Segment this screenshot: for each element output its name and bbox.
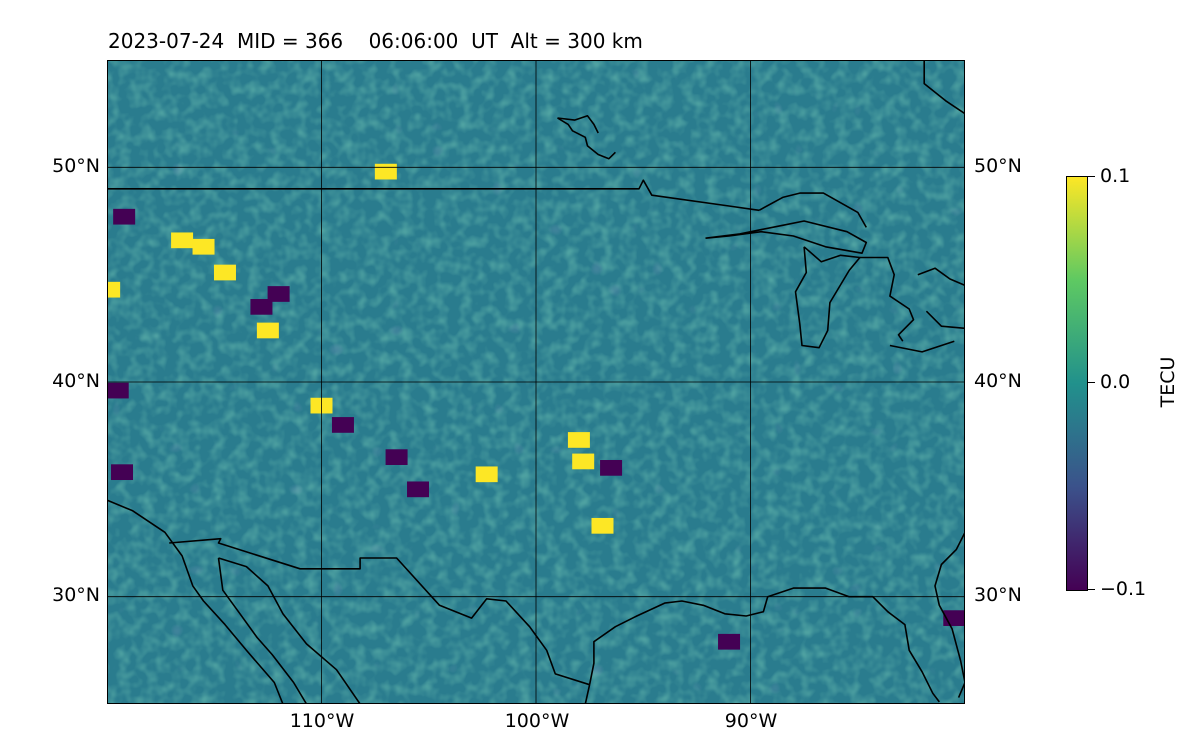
positive-anomaly xyxy=(374,163,397,180)
positive-anomaly xyxy=(213,264,236,281)
us-canada-border xyxy=(107,179,760,212)
pacific-coast xyxy=(107,499,284,704)
lake-superior xyxy=(705,220,868,254)
negative-anomaly xyxy=(718,633,741,650)
atlantic-coast xyxy=(934,531,965,698)
positive-anomaly xyxy=(256,322,279,339)
colorbar-tick-min xyxy=(1087,589,1095,590)
lon-label-100w: 100°W xyxy=(504,710,570,732)
lat-label-left-40: 40°N xyxy=(52,370,100,392)
positive-anomaly xyxy=(567,432,590,448)
lake-huron-shore xyxy=(917,267,965,287)
positive-anomaly xyxy=(591,517,614,534)
lat-label-right-50: 50°N xyxy=(974,155,1022,177)
tec-map-panel xyxy=(107,60,965,704)
positive-anomaly xyxy=(192,238,215,255)
michigan-east-shore xyxy=(859,256,915,342)
negative-anomaly xyxy=(111,464,134,481)
gulf-of-california-west xyxy=(217,557,308,704)
negative-anomaly xyxy=(107,382,129,399)
lat-label-right-40: 40°N xyxy=(974,370,1022,392)
coastlines-borders xyxy=(107,60,965,704)
colorbar-label-max: 0.1 xyxy=(1100,165,1131,187)
colorbar xyxy=(1066,176,1088,591)
negative-anomaly xyxy=(267,286,290,302)
lat-label-left-50: 50°N xyxy=(52,155,100,177)
lake-winnipeg-shore xyxy=(557,114,599,134)
positive-anomaly xyxy=(107,281,121,298)
gulf-coast xyxy=(588,587,940,703)
map-title: 2023-07-24 MID = 366 06:06:00 UT Alt = 3… xyxy=(108,29,643,53)
colorbar-label-zero: 0.0 xyxy=(1100,371,1131,393)
anomaly-layer xyxy=(107,163,965,650)
positive-anomaly xyxy=(171,232,194,249)
colorbar-tick-max xyxy=(1087,176,1095,177)
negative-anomaly xyxy=(600,460,623,476)
lon-label-110w: 110°W xyxy=(289,710,355,732)
negative-anomaly xyxy=(331,417,354,433)
negative-anomaly xyxy=(113,208,136,225)
lake-erie-south-shore xyxy=(889,340,955,353)
negative-anomaly xyxy=(407,481,430,498)
negative-anomaly xyxy=(250,299,273,315)
us-mexico-border xyxy=(169,537,590,686)
gulf-coast-mexico xyxy=(584,684,591,704)
positive-anomaly xyxy=(572,453,595,470)
lat-label-right-30: 30°N xyxy=(974,584,1022,606)
colorbar-label-min: −0.1 xyxy=(1100,578,1147,600)
gulf-of-california-east xyxy=(218,557,361,704)
tec-map xyxy=(107,60,965,704)
lake-michigan xyxy=(794,246,861,349)
negative-anomaly xyxy=(385,449,408,465)
lake-erie-north-shore xyxy=(925,310,965,330)
colorbar-tick-zero xyxy=(1087,382,1095,383)
lat-label-left-30: 30°N xyxy=(52,584,100,606)
gridlines xyxy=(107,60,965,704)
hudson-bay-coast xyxy=(923,60,965,115)
positive-anomaly xyxy=(475,466,498,483)
lon-label-90w: 90°W xyxy=(724,710,778,732)
lake-superior-north-shore xyxy=(758,192,867,228)
colorbar-title: TECU xyxy=(1157,356,1179,408)
lake-winnipeg-shore xyxy=(557,117,616,160)
